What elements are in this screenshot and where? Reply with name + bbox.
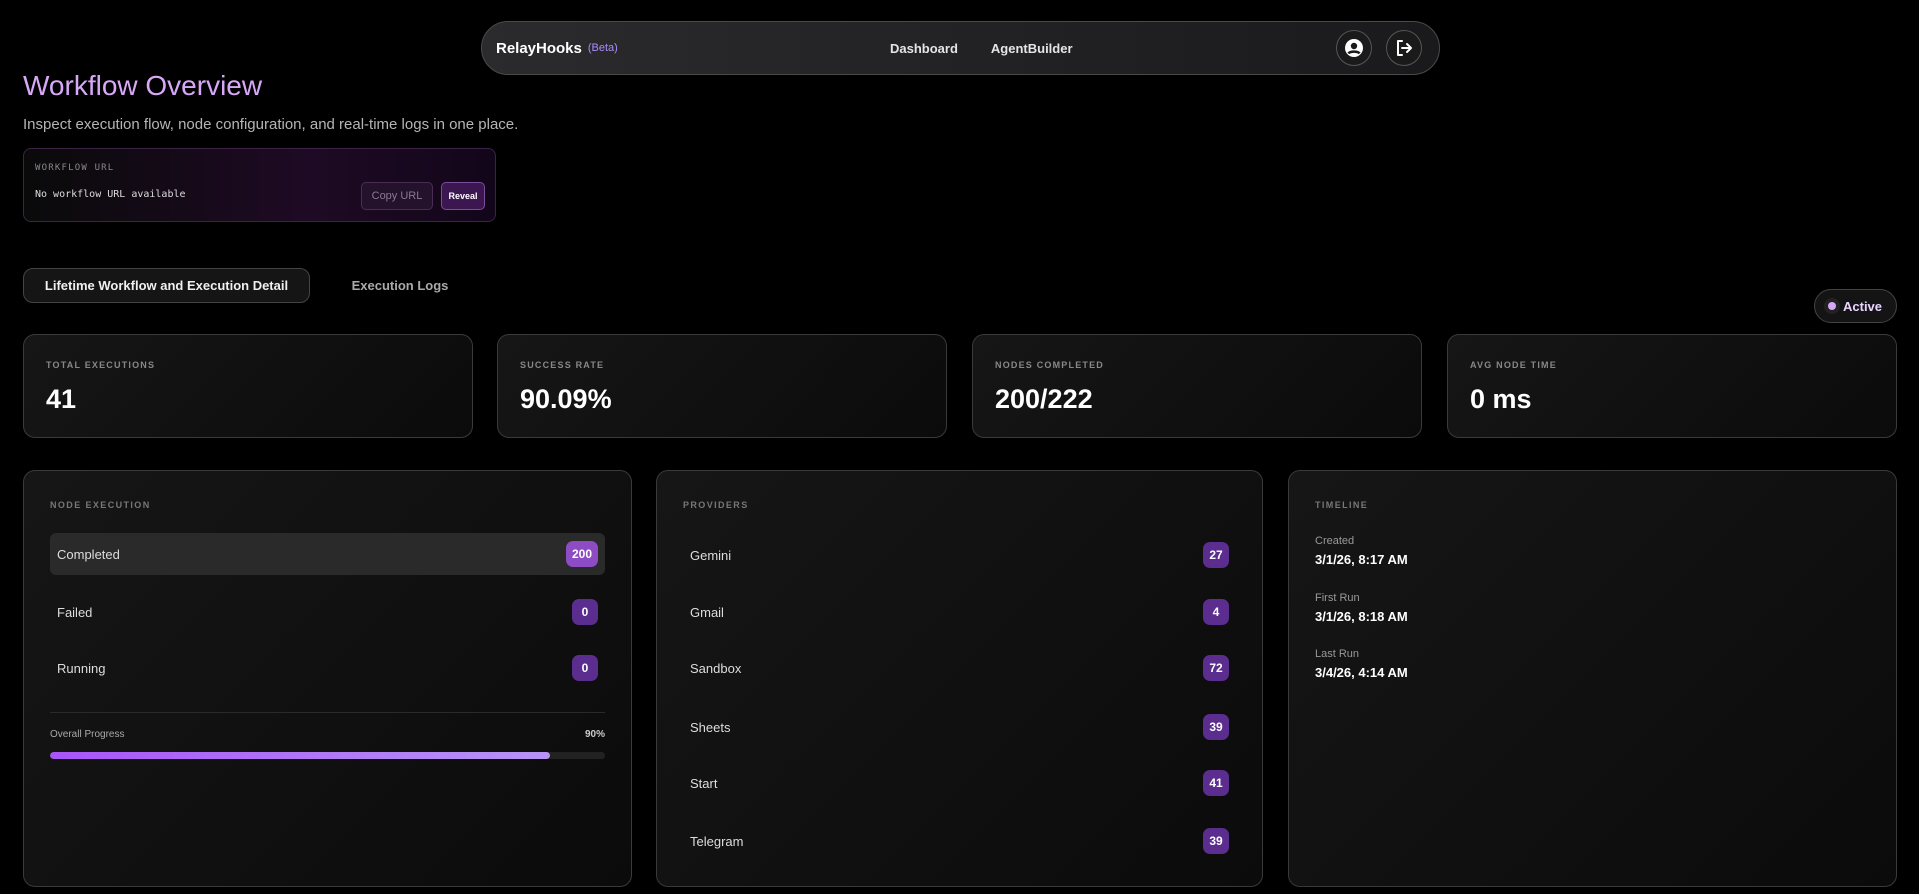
stat-success-rate: SUCCESS RATE 90.09% bbox=[497, 334, 947, 438]
page-title: Workflow Overview bbox=[23, 70, 263, 101]
count-badge: 200 bbox=[565, 541, 598, 567]
provider-row-sandbox: Sandbox 72 bbox=[683, 647, 1236, 689]
row-label: Sheets bbox=[690, 719, 731, 735]
stat-value: 200/222 bbox=[995, 384, 1093, 414]
progress-fill bbox=[50, 752, 550, 759]
progress-value: 90% bbox=[584, 729, 605, 740]
provider-row-telegram: Telegram 39 bbox=[683, 820, 1236, 862]
row-label: Sandbox bbox=[690, 660, 742, 676]
stat-nodes-completed: NODES COMPLETED 200/222 bbox=[972, 334, 1422, 438]
row-label: Running bbox=[57, 660, 106, 676]
tab-lifetime-detail[interactable]: Lifetime Workflow and Execution Detail bbox=[23, 268, 310, 303]
nav-link-agentbuilder[interactable]: AgentBuilder bbox=[990, 40, 1073, 56]
stat-label: AVG NODE TIME bbox=[1470, 360, 1557, 370]
status-badge: Active bbox=[1814, 289, 1897, 323]
stat-label: NODES COMPLETED bbox=[995, 360, 1105, 370]
stat-label: TOTAL EXECUTIONS bbox=[46, 360, 156, 370]
status-dot-icon bbox=[1828, 302, 1836, 310]
row-label: Failed bbox=[57, 604, 93, 620]
row-label: Completed bbox=[57, 546, 120, 562]
logout-button[interactable] bbox=[1386, 30, 1422, 66]
count-badge: 0 bbox=[572, 655, 598, 681]
timeline-last-run: Last Run 3/4/26, 4:14 AM bbox=[1315, 648, 1408, 680]
timeline-label: Created bbox=[1315, 535, 1355, 547]
page-subtitle: Inspect execution flow, node configurati… bbox=[23, 116, 519, 133]
row-label: Gemini bbox=[690, 547, 732, 563]
panel-title: TIMELINE bbox=[1315, 500, 1369, 510]
nav-link-dashboard[interactable]: Dashboard bbox=[890, 40, 958, 56]
workflow-url-box: WORKFLOW URL No workflow URL available C… bbox=[23, 148, 496, 222]
provider-row-start: Start 41 bbox=[683, 762, 1236, 804]
node-row-running: Running 0 bbox=[50, 647, 605, 689]
node-row-completed: Completed 200 bbox=[50, 533, 605, 575]
count-badge: 0 bbox=[572, 599, 598, 625]
profile-button[interactable] bbox=[1336, 30, 1372, 66]
tab-execution-logs[interactable]: Execution Logs bbox=[351, 278, 449, 293]
top-navbar: RelayHooks (Beta) Dashboard AgentBuilder bbox=[481, 21, 1440, 75]
timeline-created: Created 3/1/26, 8:17 AM bbox=[1315, 535, 1408, 567]
logout-icon bbox=[1397, 40, 1412, 56]
count-badge: 27 bbox=[1203, 542, 1229, 568]
stat-value: 0 ms bbox=[1470, 384, 1532, 414]
timeline-panel: TIMELINE Created 3/1/26, 8:17 AM First Ru… bbox=[1288, 470, 1897, 887]
timeline-label: Last Run bbox=[1315, 648, 1360, 660]
workflow-url-label: WORKFLOW URL bbox=[35, 163, 115, 173]
timeline-first-run: First Run 3/1/26, 8:18 AM bbox=[1315, 592, 1408, 624]
provider-row-sheets: Sheets 39 bbox=[683, 706, 1236, 748]
stat-label: SUCCESS RATE bbox=[520, 360, 605, 370]
reveal-button[interactable]: Reveal bbox=[441, 182, 485, 210]
timeline-value: 3/4/26, 4:14 AM bbox=[1315, 665, 1408, 680]
count-badge: 72 bbox=[1203, 655, 1229, 681]
panel-title: PROVIDERS bbox=[683, 500, 749, 510]
stat-avg-node-time: AVG NODE TIME 0 ms bbox=[1447, 334, 1897, 438]
stat-value: 90.09% bbox=[520, 384, 612, 414]
divider bbox=[50, 712, 605, 713]
node-row-failed: Failed 0 bbox=[50, 591, 605, 633]
workflow-url-value: No workflow URL available bbox=[35, 189, 186, 200]
count-badge: 39 bbox=[1203, 714, 1229, 740]
copy-url-button[interactable]: Copy URL bbox=[361, 182, 433, 210]
brand-logo[interactable]: RelayHooks bbox=[496, 39, 582, 57]
stat-total-executions: TOTAL EXECUTIONS 41 bbox=[23, 334, 473, 438]
user-circle-icon bbox=[1345, 39, 1363, 57]
progress-label: Overall Progress bbox=[50, 729, 125, 740]
timeline-value: 3/1/26, 8:18 AM bbox=[1315, 609, 1408, 624]
status-label: Active bbox=[1843, 298, 1883, 314]
count-badge: 41 bbox=[1203, 770, 1229, 796]
provider-row-gemini: Gemini 27 bbox=[683, 534, 1236, 576]
progress-bar bbox=[50, 752, 605, 759]
row-label: Gmail bbox=[690, 604, 724, 620]
provider-row-gmail: Gmail 4 bbox=[683, 591, 1236, 633]
row-label: Telegram bbox=[690, 833, 744, 849]
timeline-label: First Run bbox=[1315, 592, 1360, 604]
timeline-value: 3/1/26, 8:17 AM bbox=[1315, 552, 1408, 567]
stat-value: 41 bbox=[46, 384, 77, 414]
node-execution-panel: NODE EXECUTION Completed 200 Failed 0 Runn… bbox=[23, 470, 632, 887]
count-badge: 39 bbox=[1203, 828, 1229, 854]
count-badge: 4 bbox=[1203, 599, 1229, 625]
beta-tag: (Beta) bbox=[587, 42, 618, 54]
panel-title: NODE EXECUTION bbox=[50, 500, 151, 510]
row-label: Start bbox=[690, 775, 718, 791]
providers-panel: PROVIDERS Gemini 27 Gmail 4 Sandbox 72 Sheets 3… bbox=[656, 470, 1263, 887]
